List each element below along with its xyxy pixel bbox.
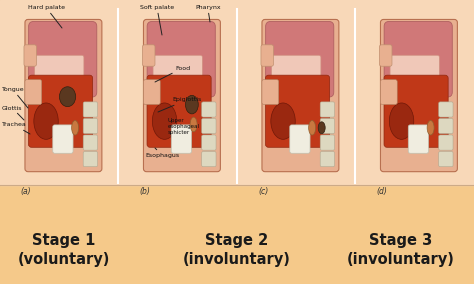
Ellipse shape bbox=[152, 103, 177, 139]
FancyBboxPatch shape bbox=[265, 22, 334, 97]
FancyBboxPatch shape bbox=[381, 80, 397, 105]
Bar bbox=[358, 9, 472, 183]
Ellipse shape bbox=[59, 87, 76, 106]
FancyBboxPatch shape bbox=[144, 80, 160, 105]
FancyBboxPatch shape bbox=[25, 80, 42, 105]
Text: Food: Food bbox=[155, 66, 190, 82]
FancyBboxPatch shape bbox=[261, 45, 273, 66]
Text: (c): (c) bbox=[258, 187, 268, 196]
FancyBboxPatch shape bbox=[439, 151, 453, 167]
Bar bbox=[239, 9, 353, 183]
Bar bbox=[121, 9, 235, 183]
Text: Pharynx: Pharynx bbox=[195, 5, 220, 22]
FancyBboxPatch shape bbox=[320, 151, 335, 167]
FancyBboxPatch shape bbox=[320, 102, 335, 117]
Text: (b): (b) bbox=[139, 187, 150, 196]
Text: (a): (a) bbox=[21, 187, 31, 196]
Text: Trachea: Trachea bbox=[2, 122, 30, 134]
Ellipse shape bbox=[318, 122, 325, 134]
Text: Epiglottis: Epiglottis bbox=[158, 97, 201, 112]
Text: Stage 3
(involuntary): Stage 3 (involuntary) bbox=[346, 233, 455, 267]
FancyBboxPatch shape bbox=[28, 75, 92, 147]
Ellipse shape bbox=[309, 120, 316, 135]
FancyBboxPatch shape bbox=[24, 45, 36, 66]
Ellipse shape bbox=[271, 103, 295, 139]
FancyBboxPatch shape bbox=[320, 135, 335, 150]
FancyBboxPatch shape bbox=[35, 55, 84, 94]
Bar bbox=[0, 0, 474, 185]
FancyBboxPatch shape bbox=[202, 118, 216, 133]
FancyBboxPatch shape bbox=[272, 55, 321, 94]
FancyBboxPatch shape bbox=[439, 118, 453, 133]
FancyBboxPatch shape bbox=[147, 75, 211, 147]
FancyBboxPatch shape bbox=[290, 125, 310, 153]
Ellipse shape bbox=[34, 103, 58, 139]
FancyBboxPatch shape bbox=[25, 19, 102, 172]
Bar bbox=[2, 9, 116, 183]
Text: Tongue: Tongue bbox=[2, 87, 28, 108]
Text: Hard palate: Hard palate bbox=[28, 5, 65, 28]
FancyBboxPatch shape bbox=[439, 102, 453, 117]
FancyBboxPatch shape bbox=[384, 75, 448, 147]
FancyBboxPatch shape bbox=[28, 22, 97, 97]
FancyBboxPatch shape bbox=[83, 118, 98, 133]
FancyBboxPatch shape bbox=[83, 135, 98, 150]
FancyBboxPatch shape bbox=[143, 45, 155, 66]
FancyBboxPatch shape bbox=[262, 80, 279, 105]
FancyBboxPatch shape bbox=[262, 19, 339, 172]
Text: Soft palate: Soft palate bbox=[140, 5, 174, 35]
Text: (d): (d) bbox=[376, 187, 387, 196]
FancyBboxPatch shape bbox=[381, 19, 457, 172]
Text: Stage 2
(involuntary): Stage 2 (involuntary) bbox=[183, 233, 291, 267]
FancyBboxPatch shape bbox=[439, 135, 453, 150]
FancyBboxPatch shape bbox=[202, 135, 216, 150]
Text: Stage 1
(voluntary): Stage 1 (voluntary) bbox=[18, 233, 110, 267]
Text: Glottis: Glottis bbox=[2, 105, 24, 120]
FancyBboxPatch shape bbox=[202, 151, 216, 167]
FancyBboxPatch shape bbox=[408, 125, 428, 153]
Ellipse shape bbox=[185, 95, 198, 114]
FancyBboxPatch shape bbox=[390, 55, 439, 94]
FancyBboxPatch shape bbox=[171, 125, 191, 153]
Text: Upper
esophageal
sphicter: Upper esophageal sphicter bbox=[168, 118, 200, 135]
FancyBboxPatch shape bbox=[144, 19, 220, 172]
FancyBboxPatch shape bbox=[153, 55, 202, 94]
FancyBboxPatch shape bbox=[265, 75, 329, 147]
FancyBboxPatch shape bbox=[147, 22, 215, 97]
Bar bbox=[0, 185, 474, 284]
FancyBboxPatch shape bbox=[83, 102, 98, 117]
Ellipse shape bbox=[389, 103, 414, 139]
FancyBboxPatch shape bbox=[202, 102, 216, 117]
FancyBboxPatch shape bbox=[320, 118, 335, 133]
FancyBboxPatch shape bbox=[380, 45, 392, 66]
Ellipse shape bbox=[427, 120, 434, 135]
Ellipse shape bbox=[190, 117, 197, 132]
Ellipse shape bbox=[72, 120, 79, 135]
FancyBboxPatch shape bbox=[384, 22, 452, 97]
Text: Esophagus: Esophagus bbox=[145, 148, 179, 158]
FancyBboxPatch shape bbox=[53, 125, 73, 153]
FancyBboxPatch shape bbox=[83, 151, 98, 167]
